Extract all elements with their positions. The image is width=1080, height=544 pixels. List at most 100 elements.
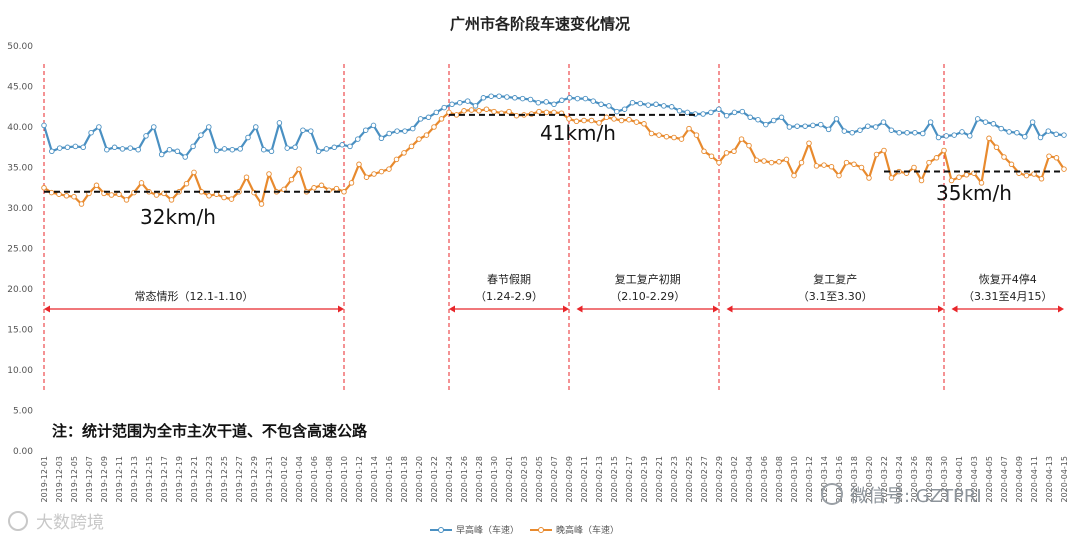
data-point-evening [401, 150, 407, 156]
data-point-evening [866, 175, 872, 181]
data-point-evening [138, 180, 145, 186]
reference-label: 41km/h [540, 121, 616, 145]
data-point-evening [348, 180, 355, 186]
x-tick-label: 2019-12-21 [190, 456, 199, 503]
data-point-morning [410, 125, 416, 132]
x-tick-label: 2019-12-29 [250, 456, 259, 503]
data-point-morning [315, 148, 322, 155]
x-tick-label: 2020-01-02 [280, 456, 289, 503]
x-tick-label: 2020-02-01 [505, 456, 514, 503]
data-point-morning [80, 144, 86, 151]
x-tick-label: 2020-04-09 [1015, 456, 1024, 503]
x-tick-label: 2020-01-16 [385, 456, 394, 503]
data-point-evening [296, 166, 302, 172]
data-point-evening [603, 114, 610, 121]
x-tick-label: 2020-03-30 [940, 456, 949, 503]
data-point-evening [933, 155, 940, 161]
x-axis: 2019-12-01 2019-12-03 2019-12-05 2019-12-07… [40, 456, 1069, 503]
data-point-evening [423, 132, 430, 138]
data-point-evening [828, 163, 835, 170]
data-point-evening [753, 157, 760, 163]
data-point-evening [288, 176, 295, 183]
x-tick-label: 2019-12-17 [160, 456, 169, 503]
data-point-morning [880, 119, 887, 125]
data-point-morning [221, 146, 228, 152]
data-point-evening [881, 147, 887, 154]
data-point-morning [417, 116, 424, 122]
data-point-evening [663, 133, 670, 140]
data-point-morning [543, 99, 549, 105]
data-point-morning [135, 146, 141, 153]
data-point-morning [888, 127, 895, 133]
data-point-evening [746, 142, 752, 149]
arrow-right-icon [1058, 305, 1064, 313]
phase-label: 复工复产 [813, 272, 857, 286]
x-tick-label: 2020-03-18 [850, 456, 859, 503]
data-point-morning [912, 129, 918, 136]
x-tick-label: 2020-01-26 [460, 456, 469, 503]
data-point-morning [716, 106, 722, 112]
data-point-morning [464, 98, 471, 104]
data-point-morning [111, 144, 118, 151]
data-point-morning [370, 122, 377, 129]
data-point-morning [253, 124, 259, 130]
x-tick-label: 2020-01-04 [295, 456, 304, 503]
phase-range: （2.10-2.29） [610, 290, 685, 303]
data-point-evening [648, 130, 655, 137]
data-point-evening [341, 189, 347, 195]
data-point-morning [268, 148, 275, 155]
watermark-left: 大数跨境 [8, 511, 104, 533]
data-point-morning [339, 142, 345, 148]
data-point-morning [449, 101, 455, 108]
phase-label: 常态情形（12.1-1.10） [135, 290, 254, 303]
x-tick-label: 2020-02-11 [580, 456, 589, 503]
data-point-morning [990, 121, 997, 127]
data-point-morning [951, 132, 957, 138]
data-point-morning [763, 121, 769, 128]
data-point-evening [806, 140, 812, 146]
arrow-right-icon [938, 305, 944, 313]
data-point-morning [598, 101, 604, 108]
x-tick-label: 2019-12-11 [115, 456, 124, 503]
data-point-morning [770, 117, 777, 124]
data-point-morning [1029, 119, 1036, 125]
x-tick-label: 2020-04-07 [1000, 456, 1009, 503]
data-point-evening [851, 161, 857, 168]
data-point-evening [108, 192, 115, 198]
data-point-morning [810, 122, 816, 129]
x-tick-label: 2020-03-06 [760, 456, 769, 503]
x-tick-label: 2020-03-14 [820, 456, 829, 503]
x-tick-label: 2020-02-15 [610, 456, 619, 503]
reference-label: 32km/h [140, 205, 216, 229]
y-tick-label: 15.00 [7, 326, 33, 336]
x-tick-label: 2019-12-03 [55, 456, 64, 503]
data-point-evening [783, 156, 790, 163]
x-tick-label: 2020-03-20 [865, 456, 874, 503]
data-point-morning [747, 114, 753, 121]
x-tick-label: 2020-03-24 [895, 456, 904, 503]
data-point-morning [566, 95, 573, 101]
data-point-morning [708, 109, 714, 116]
data-point-morning [1053, 131, 1059, 138]
data-point-evening [221, 194, 227, 201]
data-point-evening [761, 158, 767, 164]
data-point-evening [191, 169, 197, 176]
data-point-morning [49, 148, 55, 155]
x-tick-label: 2020-03-22 [880, 456, 889, 503]
data-point-evening [1038, 176, 1045, 182]
x-tick-label: 2020-01-24 [445, 456, 454, 503]
data-point-evening [468, 107, 475, 113]
data-point-evening [708, 153, 715, 159]
y-tick-label: 20.00 [7, 285, 33, 295]
data-point-evening [123, 197, 130, 203]
data-point-morning [292, 144, 298, 151]
x-tick-label: 2020-01-08 [325, 456, 334, 503]
arrow-left-icon [44, 305, 50, 313]
data-point-evening [356, 161, 362, 168]
data-point-evening [911, 164, 917, 171]
x-tick-label: 2019-12-05 [70, 456, 79, 503]
x-tick-label: 2020-03-16 [835, 456, 844, 503]
data-point-evening [821, 162, 827, 168]
data-point-evening [618, 117, 625, 124]
